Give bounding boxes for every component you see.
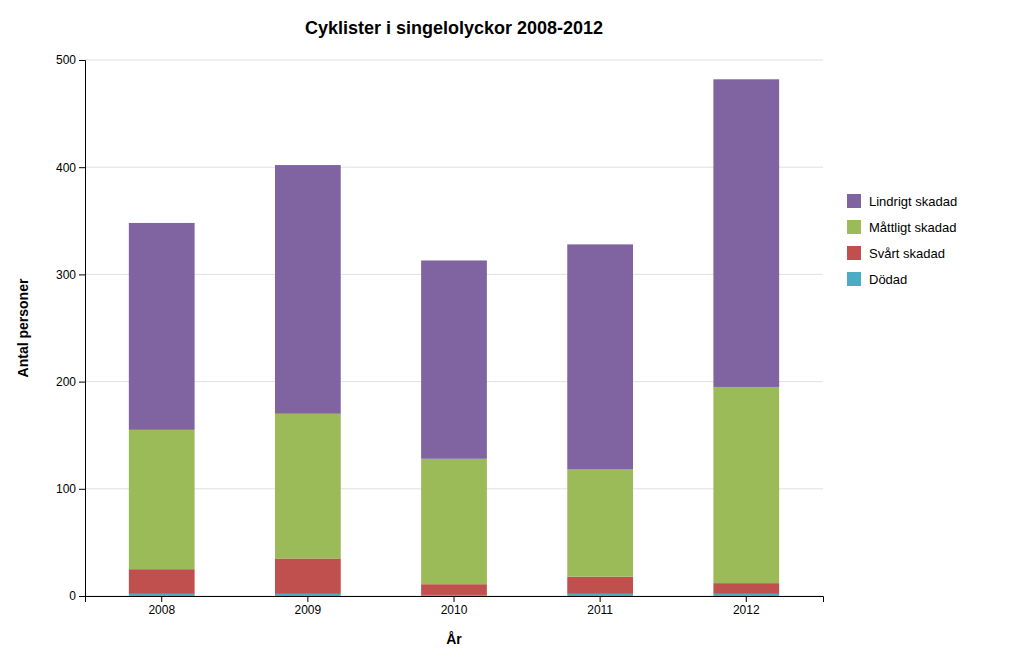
x-axis-title: År: [446, 631, 462, 647]
tick-mark: [79, 274, 85, 275]
legend-item: Dödad: [847, 272, 907, 287]
bar: [421, 459, 487, 584]
tick: 0: [69, 589, 85, 603]
chart: 0 100 200 300 400 500 2008 2009 2010 2011 2012 Cykl…: [0, 0, 1023, 666]
tick-label: 2010: [441, 603, 468, 617]
y-axis: 0 100 200 300 400 500: [56, 53, 86, 603]
legend-item: Måttligt skadad: [847, 220, 956, 235]
tick-mark: [454, 596, 455, 602]
legend-label: Svårt skadad: [869, 246, 945, 261]
legend-swatch: [847, 194, 861, 208]
title: Cyklister i singelolyckor 2008-2012: [305, 18, 603, 38]
grid-line: [85, 60, 823, 61]
tick-mark: [161, 596, 162, 602]
legend-label: Lindrigt skadad: [869, 194, 957, 209]
bar: [713, 583, 779, 594]
legend-swatch: [847, 220, 861, 234]
x-axis: 2008 2009 2010 2011 2012: [86, 596, 824, 617]
tick: 300: [56, 268, 85, 282]
tick: 2009: [295, 596, 322, 617]
tick: 2008: [148, 596, 175, 617]
bar: [129, 594, 195, 596]
tick-mark: [79, 489, 85, 490]
tick-mark: [79, 167, 85, 168]
bar: [275, 558, 341, 593]
series: [129, 79, 779, 469]
legend-swatch: [847, 246, 861, 260]
tick-label: 2009: [295, 603, 322, 617]
tick: 500: [56, 53, 85, 67]
axis-line: [79, 61, 86, 597]
tick-mark: [79, 60, 85, 61]
tick-label: 0: [69, 589, 76, 603]
bar: [275, 165, 341, 414]
tick-mark: [746, 596, 747, 602]
tick-label: 2012: [733, 603, 760, 617]
plot: 0 100 200 300 400 500 2008 2009 2010 2011 2012: [56, 53, 824, 616]
tick: 2012: [733, 596, 760, 617]
tick-mark: [79, 596, 85, 597]
tick: 400: [56, 161, 85, 175]
tick: 2011: [587, 596, 613, 617]
bar: [129, 569, 195, 594]
tick-label: 2008: [148, 603, 175, 617]
bar: [713, 594, 779, 596]
grid-line: [85, 167, 823, 168]
bar: [129, 223, 195, 430]
tick-label: 500: [56, 53, 76, 67]
bar: [421, 584, 487, 595]
tick-label: 300: [56, 268, 76, 282]
axis-line: [86, 597, 824, 603]
bar: [567, 470, 633, 577]
legend-item: Svårt skadad: [847, 246, 945, 261]
tick-label: 2011: [587, 603, 613, 617]
legend-label: Måttligt skadad: [869, 220, 956, 235]
y-axis-title: Antal personer: [15, 278, 31, 377]
tick: 200: [56, 375, 85, 389]
bar: [275, 594, 341, 596]
tick-label: 200: [56, 375, 76, 389]
tick-label: 100: [56, 482, 76, 496]
legend-label: Dödad: [869, 272, 907, 287]
bar: [129, 430, 195, 569]
bar: [713, 79, 779, 387]
bar: [275, 414, 341, 559]
tick-mark: [307, 596, 308, 602]
bars: [129, 79, 779, 596]
tick-mark: [79, 382, 85, 383]
bar: [567, 577, 633, 594]
tick: 100: [56, 482, 85, 496]
bar: [713, 387, 779, 583]
bar: [421, 260, 487, 458]
tick: 2010: [441, 596, 468, 617]
legend: Lindrigt skadad Måttligt skadad Svårt skad…: [847, 194, 957, 287]
tick-mark: [600, 596, 601, 602]
bar: [567, 244, 633, 469]
bar: [567, 594, 633, 596]
legend-swatch: [847, 272, 861, 286]
legend-item: Lindrigt skadad: [847, 194, 957, 209]
tick-label: 400: [56, 161, 76, 175]
grid: [85, 60, 823, 596]
bar: [421, 595, 487, 596]
